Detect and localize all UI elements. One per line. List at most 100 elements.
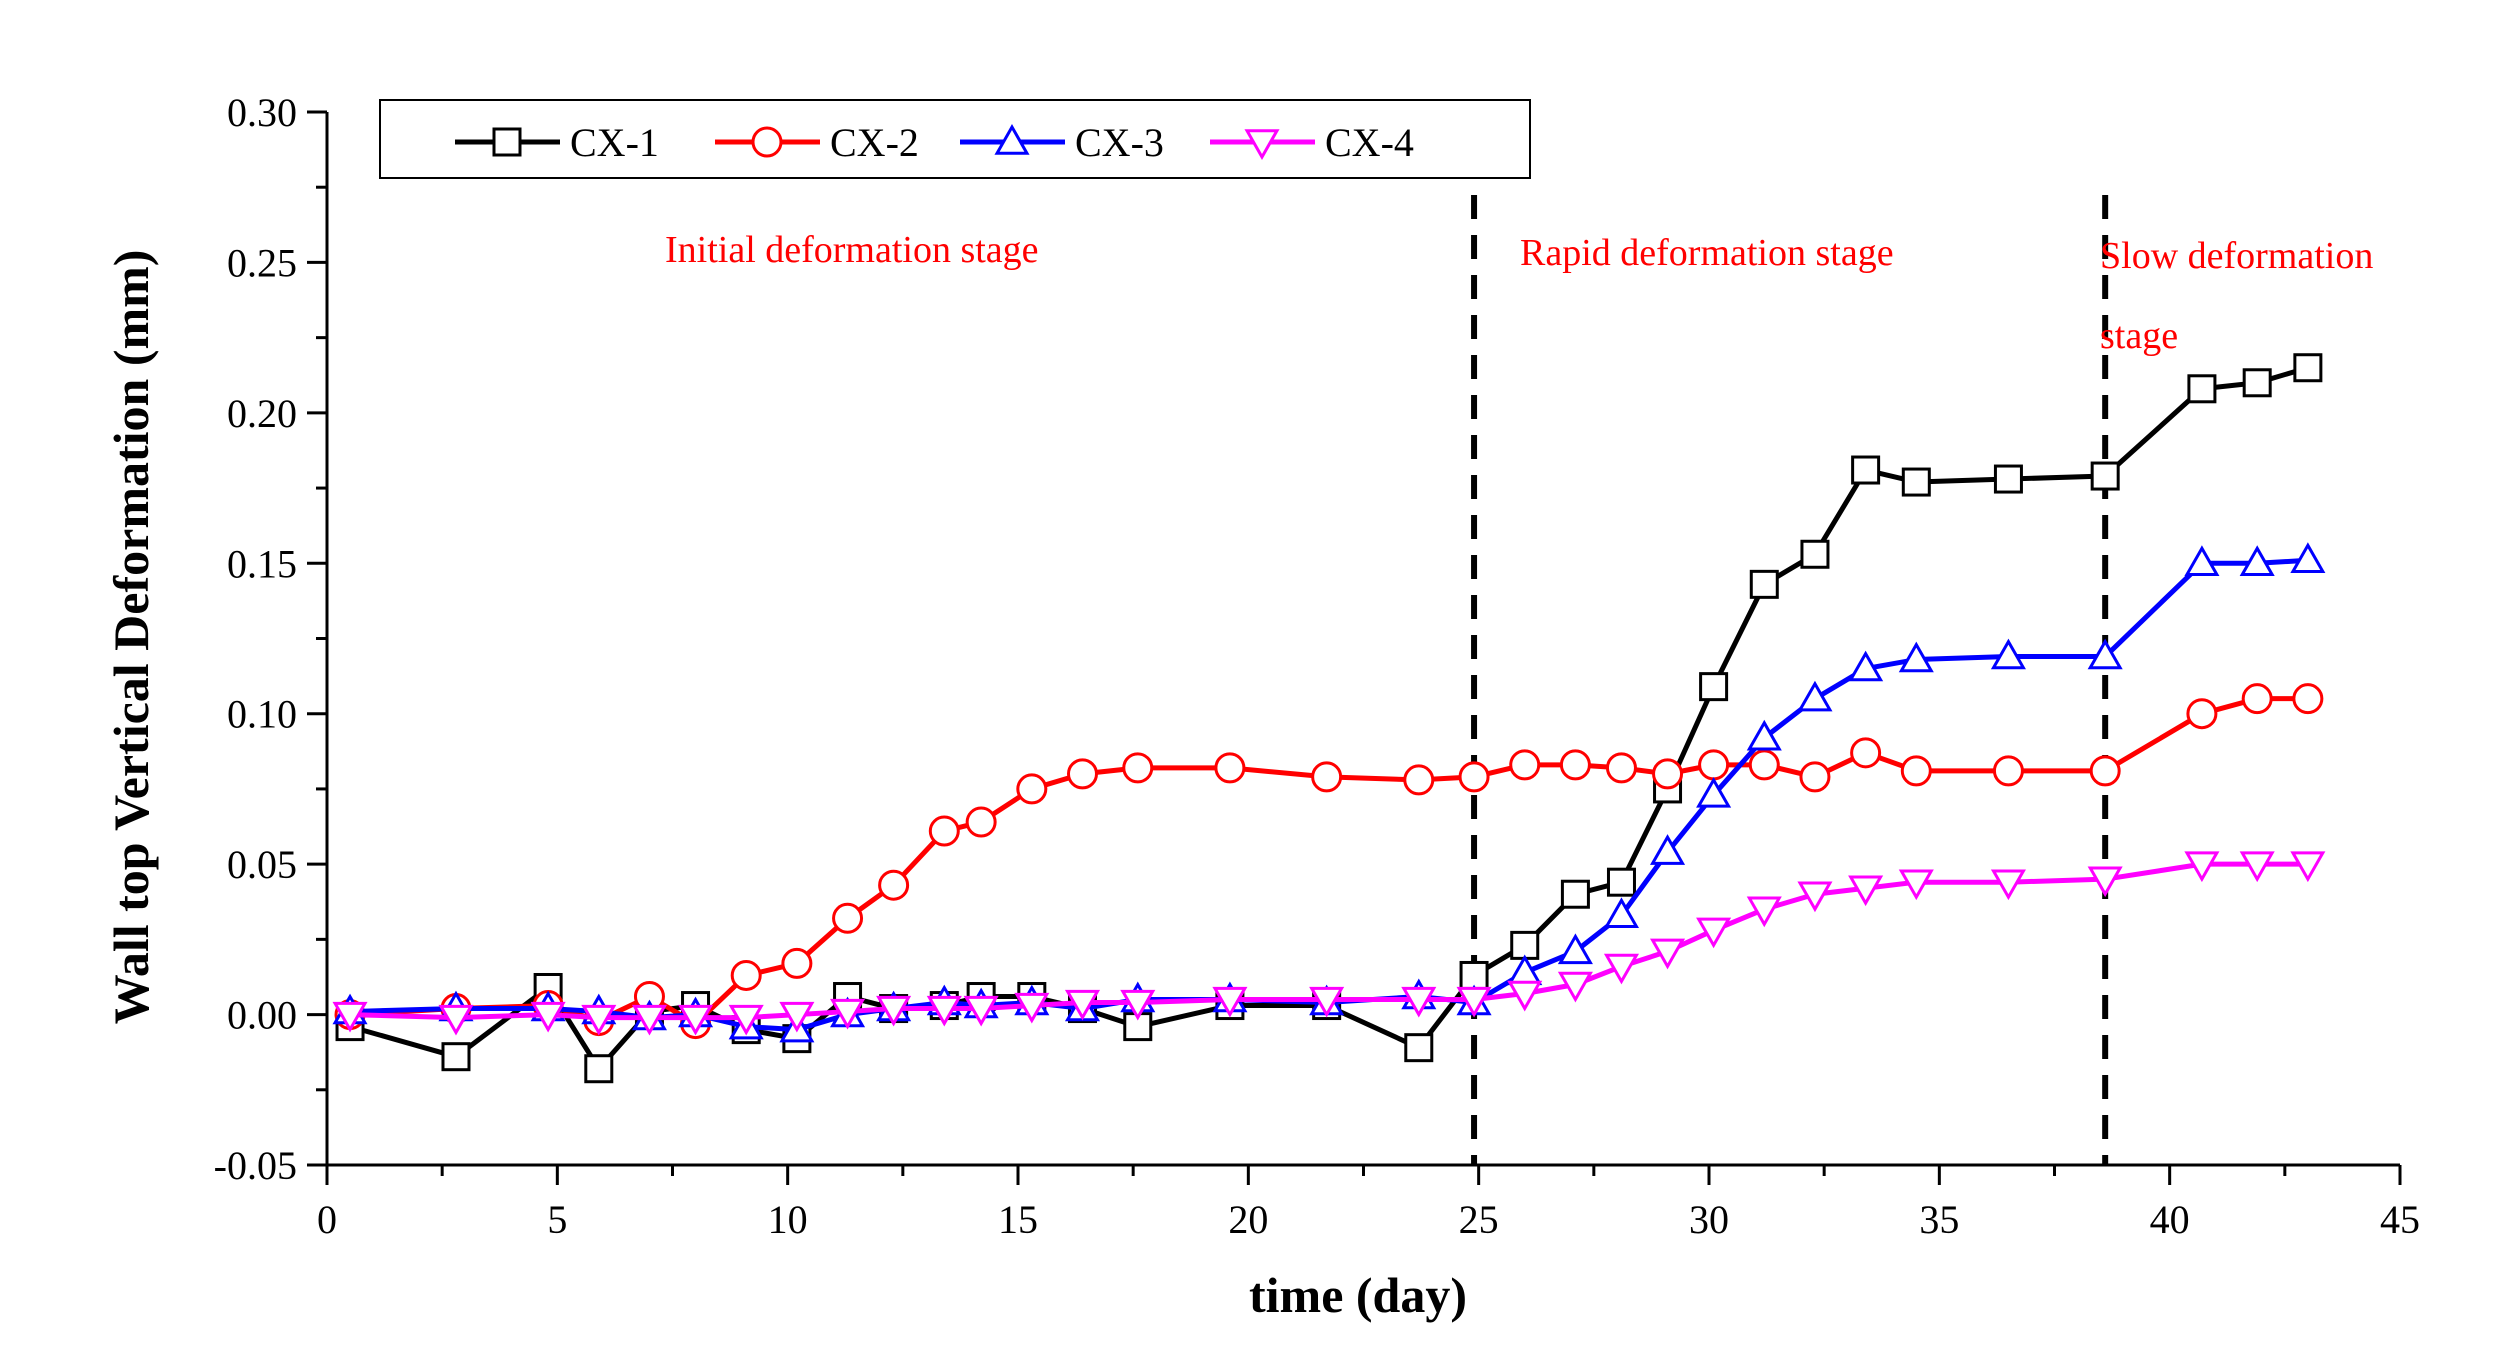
data-point xyxy=(1459,960,1489,990)
data-point xyxy=(2290,542,2326,573)
data-point xyxy=(728,1004,764,1036)
legend-label: CX-3 xyxy=(1075,120,1164,165)
data-point xyxy=(730,959,762,991)
data-point xyxy=(581,1004,617,1036)
annotation-rapid-stage: Rapid deformation stage xyxy=(1520,232,1894,274)
data-point xyxy=(1650,938,1686,970)
data-point xyxy=(1748,749,1780,781)
data-point xyxy=(1851,455,1881,485)
data-point xyxy=(781,947,813,979)
data-point xyxy=(1456,986,1492,1018)
data-point xyxy=(832,902,864,934)
y-tick-label: 0.05 xyxy=(227,842,297,887)
data-point xyxy=(2089,755,2121,787)
data-point xyxy=(1557,971,1593,1003)
data-point xyxy=(779,1001,815,1033)
data-point xyxy=(332,1001,368,1033)
y-axis-title: Wall top Vertical Deformation (mm) xyxy=(103,250,159,1025)
y-tick-label: 0.00 xyxy=(227,993,297,1038)
x-tick-label: 25 xyxy=(1459,1197,1499,1242)
data-point xyxy=(1698,749,1730,781)
y-tick-label: -0.05 xyxy=(214,1143,297,1188)
legend-label: CX-4 xyxy=(1325,120,1414,165)
x-tick-label: 35 xyxy=(1919,1197,1959,1242)
data-point xyxy=(965,806,997,838)
data-point xyxy=(441,1042,471,1072)
data-point xyxy=(1403,764,1435,796)
data-point xyxy=(1699,672,1729,702)
x-tick-label: 5 xyxy=(547,1197,567,1242)
data-point xyxy=(584,1054,614,1084)
x-tick-label: 30 xyxy=(1689,1197,1729,1242)
data-point xyxy=(1509,749,1541,781)
y-tick-label: 0.30 xyxy=(227,90,297,135)
data-point xyxy=(1557,933,1593,965)
data-point xyxy=(530,1001,566,1033)
data-point xyxy=(2087,638,2123,670)
data-point xyxy=(1559,749,1591,781)
axis-ticks: 0 5 10 15 20 25 30 35 40 45 -0.05 0.00 0.05 0.10 0.15 0… xyxy=(214,90,2420,1242)
data-point xyxy=(963,995,999,1027)
data-point xyxy=(1652,758,1684,790)
data-point xyxy=(1122,752,1154,784)
data-point xyxy=(1900,755,1932,787)
annotation-slow-stage-line1: Slow deformation xyxy=(2100,235,2373,277)
data-point xyxy=(1650,834,1686,865)
y-tick-label: 0.25 xyxy=(227,240,297,285)
data-point xyxy=(1404,1033,1434,1063)
data-point xyxy=(2292,683,2324,715)
data-point xyxy=(1606,867,1636,897)
data-point xyxy=(2184,851,2220,883)
data-point xyxy=(1749,569,1779,599)
legend-box xyxy=(379,99,1531,179)
data-point xyxy=(1746,896,1782,928)
data-point xyxy=(1066,758,1098,790)
series-layer xyxy=(332,353,2326,1084)
series-line xyxy=(349,696,2308,1027)
data-point xyxy=(2293,353,2323,383)
legend-label: CX-1 xyxy=(570,120,659,165)
data-point xyxy=(1898,869,1934,901)
legend-marker xyxy=(751,126,783,158)
data-point xyxy=(1696,776,1732,808)
data-point xyxy=(1992,755,2024,787)
data-point xyxy=(1990,638,2026,670)
x-tick-label: 20 xyxy=(1228,1197,1268,1242)
legend: CX-1 CX-2 CX-3 CX-4 xyxy=(379,99,1531,179)
data-point xyxy=(1993,464,2023,494)
data-point xyxy=(1458,761,1490,793)
data-point xyxy=(830,998,866,1030)
data-point xyxy=(1309,986,1345,1018)
legend-marker xyxy=(994,124,1030,155)
data-point xyxy=(1800,539,1830,569)
data-point xyxy=(1850,737,1882,769)
data-point xyxy=(926,995,962,1027)
data-point xyxy=(1605,752,1637,784)
x-axis-title: time (day) xyxy=(1249,1267,1467,1323)
data-point xyxy=(1696,917,1732,949)
annotation-slow-stage-line2: stage xyxy=(2100,315,2178,357)
data-point xyxy=(1507,980,1543,1012)
data-point xyxy=(1401,986,1437,1018)
annotation-initial-stage: Initial deformation stage xyxy=(665,229,1039,271)
data-point xyxy=(1901,467,1931,497)
data-point xyxy=(2242,368,2272,398)
data-point xyxy=(1212,986,1248,1018)
x-tick-label: 10 xyxy=(768,1197,808,1242)
data-point xyxy=(1990,869,2026,901)
data-point xyxy=(1016,773,1048,805)
data-point xyxy=(1848,875,1884,907)
data-point xyxy=(1311,761,1343,793)
y-tick-label: 0.10 xyxy=(227,692,297,737)
data-point xyxy=(677,1004,714,1036)
data-point xyxy=(1064,989,1101,1021)
data-point xyxy=(2290,851,2326,883)
data-point xyxy=(1120,989,1156,1021)
y-tick-label: 0.20 xyxy=(227,391,297,436)
legend-marker xyxy=(492,127,522,157)
data-point xyxy=(2241,683,2273,715)
data-point xyxy=(1560,879,1590,909)
stage-dividers xyxy=(1471,195,2109,1165)
data-point xyxy=(1797,680,1833,712)
